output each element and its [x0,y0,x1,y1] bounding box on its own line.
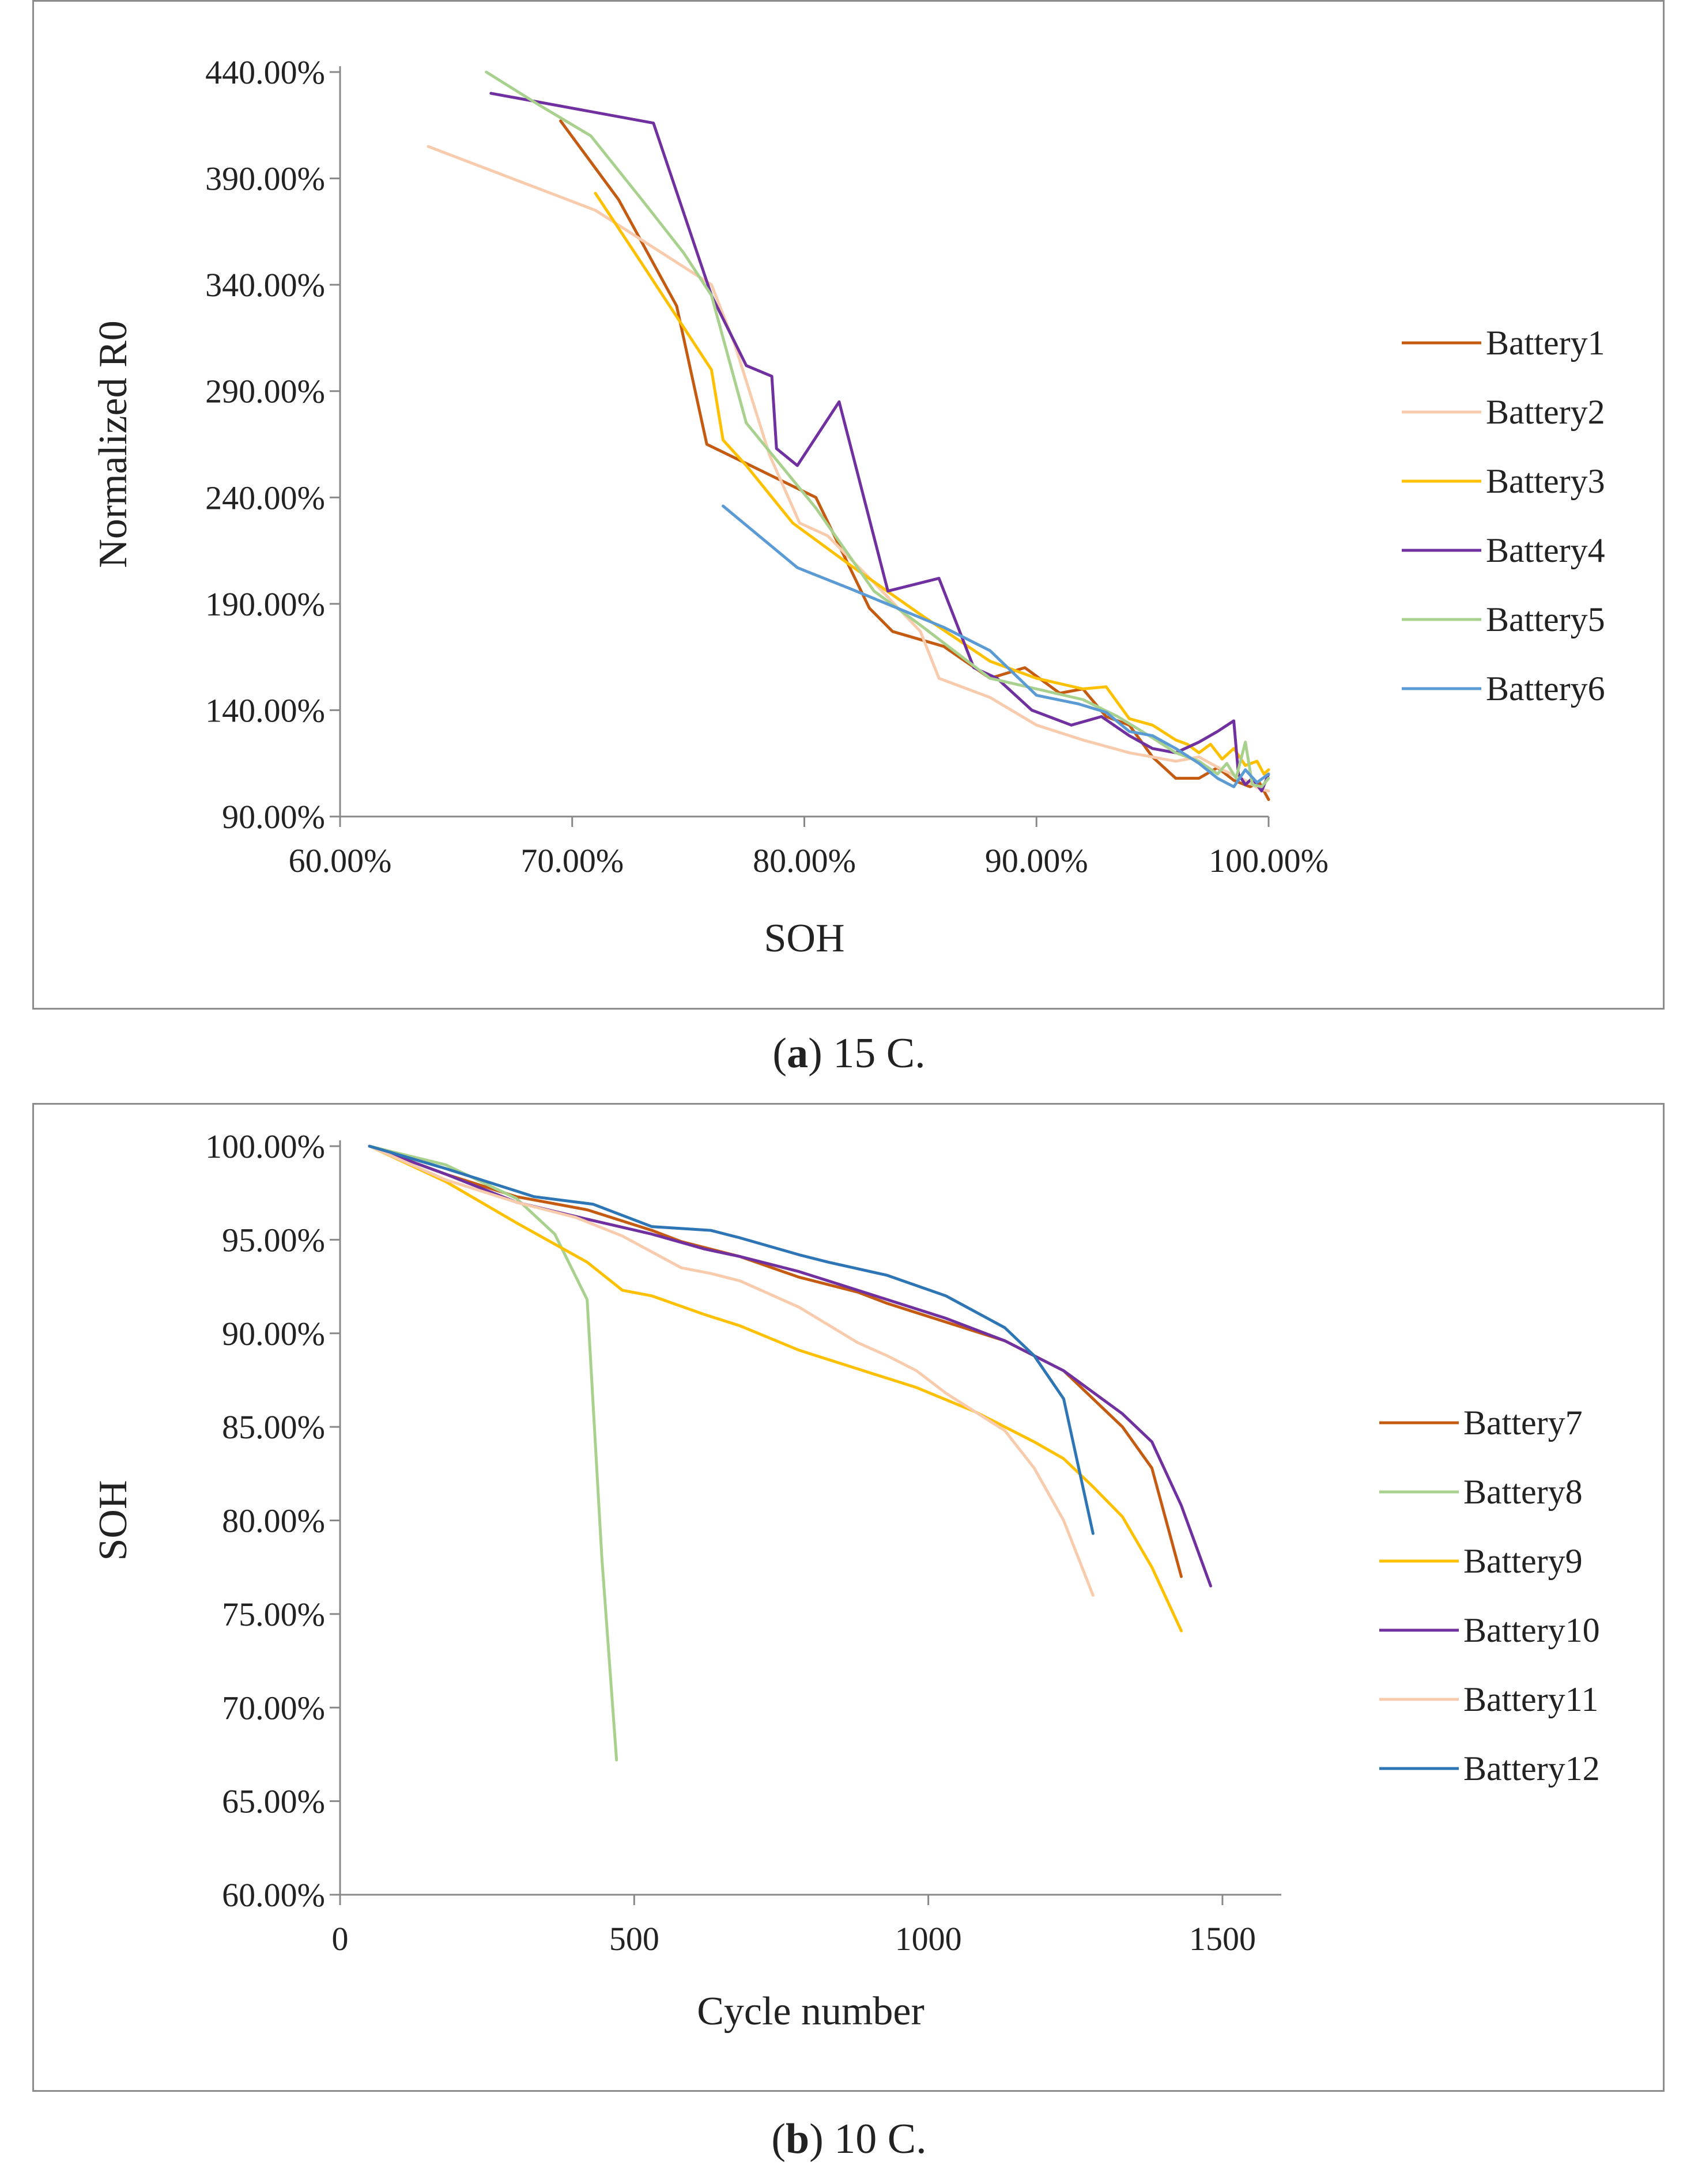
chart-b-svg: 60.00% 65.00% 70.00% 75.00% 80.00% 85.00% 90.0… [91,1128,1600,2034]
chart-b-ytick-label: 95.00% [222,1221,325,1259]
chart-b-xtick-label: 0 [332,1920,349,1958]
chart-b-series-line-battery12 [368,1144,1095,1535]
chart-a-legend-label-battery2: Battery2 [1486,393,1605,431]
chart-b-x-axis-title: Cycle number [697,1989,925,2034]
chart-b-series-line-battery11 [368,1144,1095,1597]
chart-a-series-line-battery6 [722,504,1270,788]
chart-a-ytick-label: 240.00% [205,479,325,516]
chart-a-x-axis-title: SOH [764,916,844,961]
caption-b: (b) 10 C. [771,2115,927,2163]
chart-b-ytick-label: 70.00% [222,1689,325,1726]
chart-a-series-line-battery5 [485,70,1270,788]
chart-a-xtick-label: 80.00% [753,842,856,879]
chart-panel-a: 90.00% 140.00% 190.00% 240.00% 290.00% 340.00… [32,0,1665,1010]
chart-a-series-line-battery3 [594,191,1270,776]
chart-b-legend-label-battery11: Battery11 [1463,1680,1598,1718]
caption-a: (a) 15 C. [772,1030,926,1077]
chart-b-series-line-battery8 [368,1144,618,1762]
chart-b-legend-label-battery7: Battery7 [1463,1404,1583,1442]
chart-b-legend-label-battery8: Battery8 [1463,1473,1583,1511]
chart-a-series-line-battery4 [489,92,1270,793]
chart-a-series-line-battery2 [427,145,1270,793]
caption-b-letter: b [785,2115,810,2163]
chart-a-xtick-label: 100.00% [1209,842,1329,879]
chart-a-xtick-label: 70.00% [520,842,624,879]
chart-b-ytick-label: 65.00% [222,1783,325,1820]
chart-b-xtick-label: 1500 [1189,1920,1256,1958]
chart-panel-b: 60.00% 65.00% 70.00% 75.00% 80.00% 85.00% 90.0… [32,1103,1665,2092]
chart-a-ytick-label: 90.00% [222,798,325,836]
chart-a-series-line-battery1 [559,119,1270,801]
chart-b-series-line-battery9 [368,1144,1183,1633]
chart-a-legend-label-battery4: Battery4 [1486,531,1605,569]
chart-a-y-axis-title: Normalized R0 [91,320,135,568]
chart-b-series-line-battery7 [368,1144,1183,1578]
chart-b-ytick-label: 90.00% [222,1315,325,1352]
chart-a-ytick-label: 290.00% [205,373,325,410]
chart-b-y-axis-title: SOH [91,1480,135,1560]
chart-b-ytick-label: 80.00% [222,1502,325,1540]
chart-a-xtick-label: 90.00% [985,842,1088,879]
chart-b-ytick-label: 75.00% [222,1596,325,1633]
chart-a-ytick-label: 340.00% [205,266,325,304]
chart-a-svg: 90.00% 140.00% 190.00% 240.00% 290.00% 340.00… [91,54,1605,961]
chart-b-ytick-label: 100.00% [205,1128,325,1165]
chart-a-legend-label-battery3: Battery3 [1486,462,1605,500]
chart-a-legend-label-battery6: Battery6 [1486,670,1605,708]
caption-b-text: 10 C. [823,2115,927,2163]
caption-a-letter: a [787,1030,809,1077]
chart-a-xtick-label: 60.00% [289,842,392,879]
caption-a-text: 15 C. [822,1030,926,1077]
chart-b-legend-label-battery10: Battery10 [1463,1611,1600,1649]
chart-a-ytick-label: 190.00% [205,585,325,623]
chart-a-ytick-label: 390.00% [205,160,325,198]
chart-b-legend-label-battery9: Battery9 [1463,1542,1583,1580]
chart-b-ytick-label: 85.00% [222,1408,325,1446]
chart-a-ytick-label: 140.00% [205,692,325,729]
chart-b-xtick-label: 1000 [895,1920,962,1958]
chart-a-legend-label-battery1: Battery1 [1486,324,1605,362]
chart-b-ytick-label: 60.00% [222,1876,325,1914]
chart-b-xtick-label: 500 [609,1920,659,1958]
chart-a-legend-label-battery5: Battery5 [1486,600,1605,638]
chart-b-legend-label-battery12: Battery12 [1463,1750,1600,1788]
chart-a-ytick-label: 440.00% [205,54,325,91]
